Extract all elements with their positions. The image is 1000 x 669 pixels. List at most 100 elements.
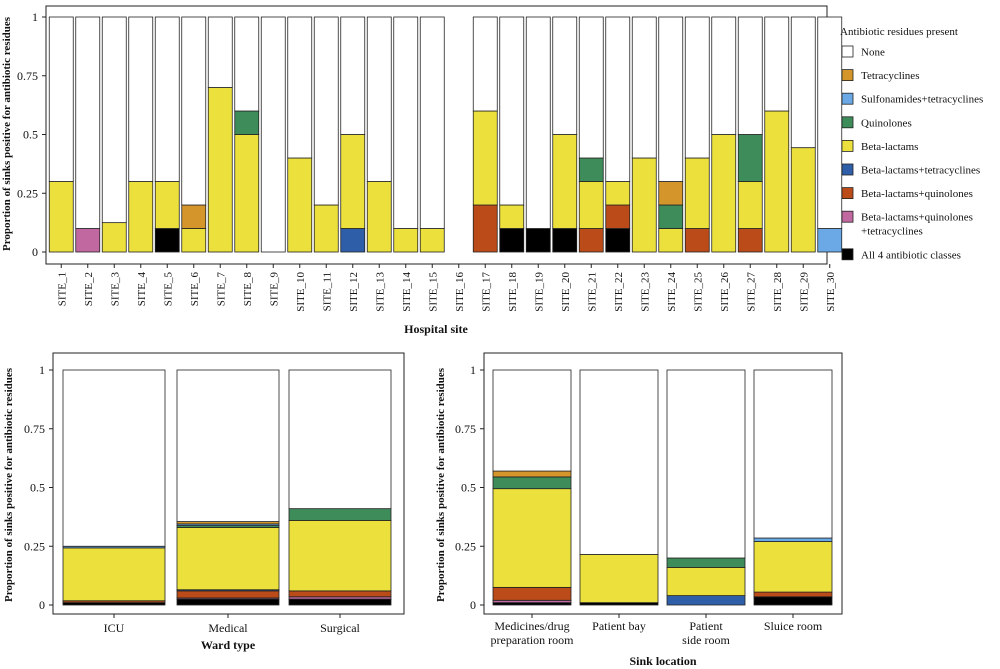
bar-segment-none (48, 16, 74, 182)
chart-panel-2: 0 0.25 0.5 0.75 1 Proportion of sinks positiv… (3, 352, 405, 652)
bar-segment-none (313, 16, 339, 206)
legend-swatch-bq (841, 187, 854, 200)
bar-segment-beta (552, 134, 578, 229)
legend-item-bq: Beta-lactams+quinolones (841, 187, 973, 200)
y-tick-label: 0 (470, 598, 476, 612)
x-tick-label: SITE_23 (639, 272, 651, 312)
x-tick-label: SITE_15 (427, 272, 439, 312)
bar-segment-beta (393, 228, 419, 253)
bar-segment-beta (790, 147, 816, 253)
legend-swatch-bt (841, 163, 854, 176)
y-tick-label: 1 (470, 363, 476, 377)
bar-segment-none (790, 16, 816, 149)
bar-segment-none (579, 369, 659, 555)
bar-segment-bq (605, 204, 631, 229)
bar-segment-beta (234, 134, 260, 253)
x-tick-label: SITE_10 (295, 272, 307, 312)
bar-segment-beta (154, 181, 180, 229)
bar-segment-tet (492, 470, 572, 478)
bar-segment-bq (737, 228, 763, 253)
y-tick-label: 0.5 (461, 481, 476, 495)
bar-segment-beta (472, 110, 498, 206)
bar-segment-none (393, 16, 419, 229)
bar-segment-beta (658, 228, 684, 253)
legend: Antibiotic residues present None Tetracycl… (840, 26, 983, 261)
bar-segment-all4 (288, 598, 392, 606)
legend-item-bt: Beta-lactams+tetracyclines (841, 163, 980, 177)
bar-segment-none (631, 16, 657, 159)
bar-segment-none (62, 369, 166, 547)
legend-item-none: None (841, 45, 885, 59)
bar-segment-bq (753, 591, 833, 598)
x-tick-label: SITE_11 (321, 272, 333, 311)
y-tick-label: 1 (39, 363, 45, 377)
bar-segment-none (817, 16, 843, 229)
x-tick-label: Surgical (320, 621, 360, 635)
x-tick-label: SITE_3 (109, 272, 121, 307)
legend-label-quin: Quinolones (861, 117, 912, 129)
bar-segment-beta (62, 547, 166, 602)
legend-label-bq: Beta-lactams+quinolones (861, 188, 973, 200)
x-tick-label: SITE_13 (374, 272, 386, 312)
bar-segment-quin (234, 110, 260, 135)
x-tick-label: SITE_18 (507, 272, 519, 312)
bar-segment-none (340, 16, 366, 135)
x-tick-label: SITE_12 (348, 272, 360, 312)
legend-item-all4: All 4 antibiotic classes (841, 248, 961, 261)
bar-segment-beta (631, 157, 657, 253)
x-tick-label: SITE_19 (533, 272, 545, 312)
legend-label-none: None (861, 47, 885, 59)
chart-panel-3: 0 0.25 0.5 0.75 1 Proportion of sinks positiv… (435, 352, 843, 668)
x-tick-label: SITE_2 (83, 272, 95, 306)
bar-segment-none (684, 16, 710, 159)
y-axis-label: Proportion of sinks positive for antibio… (3, 367, 15, 602)
legend-item-quin: Quinolones (841, 116, 912, 129)
bar-segment-all4 (552, 228, 578, 253)
bar-segment-quin (578, 157, 604, 182)
legend-item-beta: Beta-lactams (841, 139, 918, 153)
bar-segment-quin (492, 476, 572, 490)
legend-label-bqt: Beta-lactams+quinolones +tetracyclines (861, 212, 973, 238)
bar-segment-none (287, 16, 313, 159)
bar-segment-none (658, 16, 684, 182)
y-axis-label: Proportion of sinks positive for antibio… (1, 16, 13, 251)
bar-segment-none (605, 16, 631, 182)
bar-segment-tet (658, 181, 684, 206)
x-axis-label: Hospital site (404, 322, 468, 336)
x-tick-label: SITE_22 (613, 272, 625, 312)
bar-segment-beta (579, 554, 659, 604)
bar-segment-none (207, 16, 233, 88)
bar-segment-all4 (499, 228, 525, 253)
bar-segment-bqt (75, 228, 101, 253)
bar-segment-none (525, 16, 551, 229)
x-tick-label: SITE_28 (772, 272, 784, 312)
y-tick-label: 0.75 (24, 422, 45, 436)
bar-segment-beta (419, 228, 445, 253)
bar-segment-none (499, 16, 525, 206)
x-tick-label: SITE_1 (56, 272, 68, 306)
bar-segment-none (492, 369, 572, 472)
bar-segment-none (666, 369, 746, 559)
x-tick-label: SITE_7 (215, 272, 227, 307)
x-tick-label: SITE_20 (560, 272, 572, 312)
x-tick-label: SITE_8 (242, 272, 254, 307)
bar-segment-beta (684, 157, 710, 229)
chart-panel-1: 0 0.25 0.5 0.75 1 Proportion of sinks positiv… (1, 5, 843, 336)
bar-segment-bq (684, 228, 710, 253)
legend-item-tet: Tetracyclines (841, 69, 919, 82)
x-tick-label: SITE_5 (162, 272, 174, 307)
x-tick-label: SITE_26 (719, 272, 731, 312)
x-tick-label: Medical (208, 621, 248, 635)
x-tick-label: SITE_24 (666, 272, 678, 312)
x-tick-label: SITE_29 (798, 272, 810, 312)
x-tick-label: SITE_16 (454, 272, 466, 312)
bar-segment-none (419, 16, 445, 229)
bar-segment-none (260, 16, 286, 253)
x-tick-label: SITE_17 (480, 272, 492, 312)
bar-segment-all4 (176, 598, 280, 606)
bar-segment-none (711, 16, 737, 135)
y-tick-label: 0 (32, 245, 38, 259)
bar-segment-bq (176, 590, 280, 599)
y-tick-label: 0.75 (455, 422, 476, 436)
bar-segment-none (154, 16, 180, 182)
